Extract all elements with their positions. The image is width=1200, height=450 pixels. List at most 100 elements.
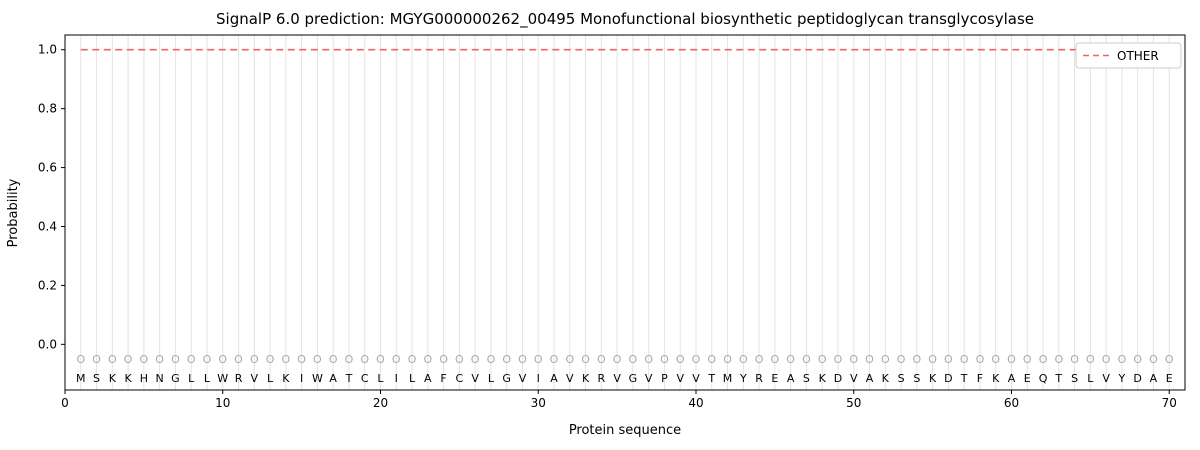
position-class-marker: O	[550, 353, 559, 366]
position-class-marker: O	[692, 353, 701, 366]
residue-letter: L	[488, 372, 495, 385]
residue-letter: S	[803, 372, 810, 385]
position-class-marker: O	[723, 353, 732, 366]
residue-letter: S	[898, 372, 905, 385]
residue-letter: V	[251, 372, 259, 385]
y-tick-label: 0.6	[38, 161, 57, 175]
position-class-marker: O	[613, 353, 622, 366]
residue-letter: K	[582, 372, 590, 385]
chart-title: SignalP 6.0 prediction: MGYG000000262_00…	[216, 10, 1034, 29]
residue-letter: A	[1008, 372, 1016, 385]
position-class-marker: O	[1070, 353, 1079, 366]
position-class-marker: O	[912, 353, 921, 366]
residue-letter: A	[329, 372, 337, 385]
residue-letter: F	[440, 372, 446, 385]
residue-letter: V	[1102, 372, 1110, 385]
residue-letter: D	[1133, 372, 1141, 385]
position-class-marker: O	[1149, 353, 1158, 366]
position-class-marker: O	[423, 353, 432, 366]
legend-label: OTHER	[1117, 49, 1159, 63]
residue-letter: E	[1024, 372, 1031, 385]
position-class-marker: O	[360, 353, 369, 366]
y-tick-label: 0.0	[38, 337, 57, 351]
residue-letter: L	[267, 372, 274, 385]
residue-letter: R	[755, 372, 763, 385]
y-tick-label: 0.2	[38, 278, 57, 292]
residue-letter: H	[140, 372, 148, 385]
position-class-marker: O	[1086, 353, 1095, 366]
position-class-marker: O	[991, 353, 1000, 366]
x-tick-label: 60	[1004, 396, 1019, 410]
position-class-marker: O	[1007, 353, 1016, 366]
residue-letter: V	[613, 372, 621, 385]
residue-letter: L	[1087, 372, 1094, 385]
residue-letter: T	[1054, 372, 1062, 385]
position-class-marker: O	[218, 353, 227, 366]
residue-letter: K	[992, 372, 1000, 385]
position-class-marker: O	[865, 353, 874, 366]
y-axis-label: Probability	[6, 178, 21, 247]
residue-letter: W	[217, 372, 228, 385]
residue-letter: Q	[1039, 372, 1048, 385]
residue-letter: G	[502, 372, 511, 385]
position-class-marker: O	[155, 353, 164, 366]
position-class-marker: O	[976, 353, 985, 366]
position-class-marker: O	[1133, 353, 1142, 366]
position-class-marker: O	[282, 353, 291, 366]
residue-letter: F	[977, 372, 983, 385]
position-class-marker: O	[786, 353, 795, 366]
residue-letter: E	[771, 372, 778, 385]
position-class-marker: O	[124, 353, 133, 366]
residue-letter: A	[550, 372, 558, 385]
position-class-marker: O	[897, 353, 906, 366]
position-class-marker: O	[660, 353, 669, 366]
position-class-marker: O	[187, 353, 196, 366]
y-tick-label: 0.4	[38, 219, 57, 233]
residue-letter: R	[235, 372, 243, 385]
residue-letter: T	[345, 372, 353, 385]
position-class-marker: O	[818, 353, 827, 366]
residue-letter: V	[566, 372, 574, 385]
residue-letter: T	[707, 372, 715, 385]
x-tick-label: 40	[688, 396, 703, 410]
residue-letter: K	[882, 372, 890, 385]
residue-letter: I	[537, 372, 540, 385]
position-class-marker: O	[439, 353, 448, 366]
position-class-marker: O	[755, 353, 764, 366]
residue-letter: R	[598, 372, 606, 385]
position-class-marker: O	[140, 353, 149, 366]
residue-letter: C	[456, 372, 464, 385]
residue-letter: I	[395, 372, 398, 385]
position-class-marker: O	[1023, 353, 1032, 366]
position-class-marker: O	[234, 353, 243, 366]
residue-letter: Y	[1118, 372, 1126, 385]
position-class-marker: O	[455, 353, 464, 366]
plot-content: 0.00.20.40.60.81.00 10 20 30 40 50 60 70OMOSOKO…	[38, 34, 1186, 410]
position-class-marker: O	[203, 353, 212, 366]
residue-letter: V	[850, 372, 858, 385]
position-class-marker: O	[313, 353, 322, 366]
position-class-marker: O	[707, 353, 716, 366]
position-class-marker: O	[597, 353, 606, 366]
residue-letter: V	[676, 372, 684, 385]
residue-letter: S	[1071, 372, 1078, 385]
position-class-marker: O	[266, 353, 275, 366]
axes-frame	[64, 34, 1186, 391]
y-tick-label: 1.0	[38, 43, 57, 57]
residue-letter: V	[519, 372, 527, 385]
position-class-marker: O	[92, 353, 101, 366]
x-tick-label: 20	[373, 396, 388, 410]
residue-letter: S	[93, 372, 100, 385]
residue-letter: K	[124, 372, 132, 385]
residue-letter: G	[171, 372, 180, 385]
position-class-marker: O	[771, 353, 780, 366]
residue-letter: A	[787, 372, 795, 385]
position-class-marker: O	[171, 353, 180, 366]
residue-letter: M	[723, 372, 733, 385]
position-class-marker: O	[250, 353, 259, 366]
position-class-marker: O	[1118, 353, 1127, 366]
position-class-marker: O	[1102, 353, 1111, 366]
x-tick-label: 30	[531, 396, 546, 410]
legend-box	[1075, 42, 1182, 69]
